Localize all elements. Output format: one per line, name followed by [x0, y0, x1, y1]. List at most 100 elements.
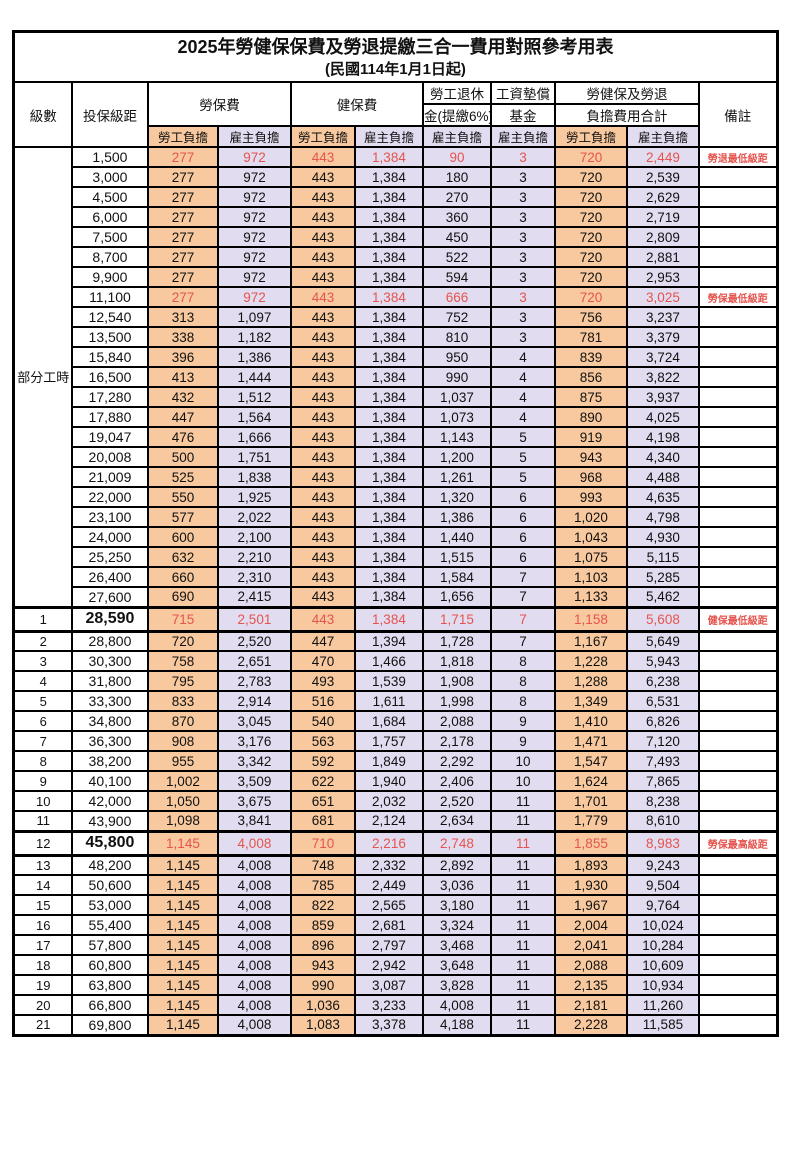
note-cell — [697, 770, 779, 792]
health-employee-cell: 710 — [289, 829, 356, 857]
wage-fund-cell: 8 — [489, 670, 556, 692]
health-employer-cell: 3,233 — [353, 994, 424, 1016]
note-cell — [697, 730, 779, 752]
labor-employee-cell: 955 — [146, 750, 219, 772]
level-cell: 10 — [12, 790, 73, 812]
labor-employer-cell: 1,925 — [216, 486, 292, 508]
health-employer-cell: 2,565 — [353, 894, 424, 916]
wage-fund-cell: 3 — [489, 286, 556, 308]
total-employee-cell: 2,088 — [553, 954, 628, 976]
labor-employee-cell: 870 — [146, 710, 219, 732]
health-employer-cell: 2,681 — [353, 914, 424, 936]
labor-employer-cell: 3,841 — [216, 810, 292, 832]
total-employee-cell: 720 — [553, 166, 628, 188]
health-employer-cell: 1,384 — [353, 266, 424, 288]
pension-cell: 594 — [421, 266, 492, 288]
wage-fund-cell: 11 — [489, 874, 556, 896]
table-row: 16 55,400 1,145 4,008 859 2,681 3,324 11 2,004 10… — [12, 914, 779, 936]
labor-employee-cell: 277 — [146, 146, 219, 168]
note-cell: 勞保最高級距 — [697, 829, 779, 857]
total-employee-cell: 968 — [553, 466, 628, 488]
bracket-cell: 63,800 — [70, 974, 149, 996]
labor-employer-cell: 972 — [216, 146, 292, 168]
wage-fund-cell: 3 — [489, 146, 556, 168]
health-employer-cell: 1,384 — [353, 526, 424, 548]
wage-fund-cell: 4 — [489, 406, 556, 428]
table-row: 27,600 690 2,415 443 1,384 1,656 7 1,133 5,462 — [14, 586, 779, 608]
labor-employee-cell: 1,145 — [146, 854, 219, 876]
wage-fund-cell: 8 — [489, 650, 556, 672]
premium-reference-table: 2025年勞健保保費及勞退提繳三合一費用對照參考用表 (民國114年1月1日起)… — [12, 30, 779, 1037]
wage-fund-cell: 9 — [489, 730, 556, 752]
labor-employee-cell: 525 — [146, 466, 219, 488]
title-block: 2025年勞健保保費及勞退提繳三合一費用對照參考用表 (民國114年1月1日起) — [12, 30, 779, 83]
labor-employer-cell: 972 — [216, 226, 292, 248]
header-level: 級數 — [12, 81, 73, 148]
labor-employee-cell: 313 — [146, 306, 219, 328]
note-cell — [697, 894, 779, 916]
health-employer-cell: 1,940 — [353, 770, 424, 792]
total-employee-cell: 919 — [553, 426, 628, 448]
note-cell — [697, 790, 779, 812]
pension-cell: 4,008 — [421, 994, 492, 1016]
pension-cell: 4,188 — [421, 1014, 492, 1036]
pension-cell: 522 — [421, 246, 492, 268]
labor-employer-cell: 3,342 — [216, 750, 292, 772]
table-row: 8,700 277 972 443 1,384 522 3 720 2,881 — [14, 246, 779, 268]
level-cell: 6 — [12, 710, 73, 732]
wage-fund-cell: 6 — [489, 526, 556, 548]
bracket-cell: 43,900 — [70, 810, 149, 832]
level-cell: 8 — [12, 750, 73, 772]
pension-cell: 2,520 — [421, 790, 492, 812]
labor-employee-cell: 660 — [146, 566, 219, 588]
level-cell: 20 — [12, 994, 73, 1016]
total-employer-cell: 2,629 — [625, 186, 700, 208]
total-employer-cell: 9,504 — [625, 874, 700, 896]
table-row: 13,500 338 1,182 443 1,384 810 3 781 3,379 — [14, 326, 779, 348]
health-employee-cell: 785 — [289, 874, 356, 896]
subheader-pension-employer: 雇主負擔 — [421, 125, 492, 148]
pension-cell: 1,818 — [421, 650, 492, 672]
labor-employer-cell: 2,520 — [216, 630, 292, 652]
health-employer-cell: 1,384 — [353, 326, 424, 348]
wage-fund-cell: 4 — [489, 386, 556, 408]
labor-employer-cell: 2,783 — [216, 670, 292, 692]
table-row: 16,500 413 1,444 443 1,384 990 4 856 3,822 — [14, 366, 779, 388]
labor-employer-cell: 1,444 — [216, 366, 292, 388]
table-row: 15 53,000 1,145 4,008 822 2,565 3,180 11 1,967 9,… — [12, 894, 779, 916]
bracket-cell: 7,500 — [70, 226, 149, 248]
table-row: 19 63,800 1,145 4,008 990 3,087 3,828 11 2,135 10… — [12, 974, 779, 996]
labor-employee-cell: 277 — [146, 166, 219, 188]
pension-cell: 2,748 — [421, 829, 492, 857]
health-employee-cell: 443 — [289, 466, 356, 488]
total-employee-cell: 1,779 — [553, 810, 628, 832]
labor-employer-cell: 3,675 — [216, 790, 292, 812]
wage-fund-cell: 11 — [489, 854, 556, 876]
pension-cell: 90 — [421, 146, 492, 168]
wage-fund-cell: 3 — [489, 186, 556, 208]
wage-fund-cell: 10 — [489, 750, 556, 772]
note-cell — [697, 206, 779, 228]
labor-employee-cell: 715 — [146, 605, 219, 633]
wage-fund-cell: 9 — [489, 710, 556, 732]
health-employee-cell: 859 — [289, 914, 356, 936]
health-employee-cell: 822 — [289, 894, 356, 916]
health-employer-cell: 1,384 — [353, 346, 424, 368]
table-row: 13 48,200 1,145 4,008 748 2,332 2,892 11 1,893 9,… — [12, 854, 779, 876]
table-body: 部分工時 1,500 277 972 443 1,384 90 3 720 2,449 勞退最低級距… — [12, 146, 779, 1036]
total-employer-cell: 2,953 — [625, 266, 700, 288]
total-employee-cell: 1,855 — [553, 829, 628, 857]
pension-cell: 3,648 — [421, 954, 492, 976]
level-cell: 2 — [12, 630, 73, 652]
header-total-line2: 負擔費用合計 — [553, 103, 700, 127]
labor-employer-cell: 4,008 — [216, 994, 292, 1016]
total-employer-cell: 2,881 — [625, 246, 700, 268]
note-cell — [697, 854, 779, 876]
note-cell — [697, 166, 779, 188]
labor-employer-cell: 1,564 — [216, 406, 292, 428]
labor-employer-cell: 1,097 — [216, 306, 292, 328]
note-cell — [697, 346, 779, 368]
bracket-cell: 15,840 — [70, 346, 149, 368]
wage-fund-cell: 6 — [489, 546, 556, 568]
health-employee-cell: 622 — [289, 770, 356, 792]
